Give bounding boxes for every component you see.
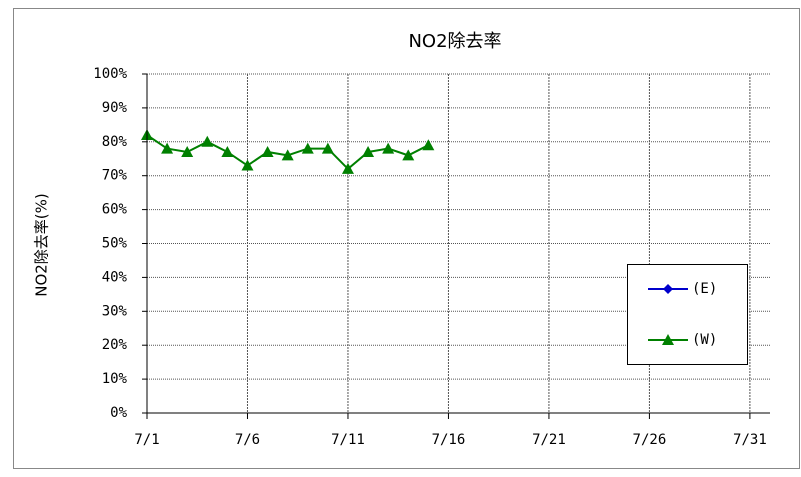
marker — [221, 145, 234, 157]
x-tick-label: 7/16 — [432, 432, 466, 448]
marker — [422, 139, 435, 151]
marker — [341, 162, 354, 174]
y-tick-label: 100% — [93, 66, 127, 82]
y-tick-label: 50% — [102, 236, 128, 252]
y-tick-label: 30% — [102, 303, 128, 319]
y-tick-label: 0% — [110, 405, 127, 421]
legend-label: (W) — [692, 332, 717, 348]
x-tick-label: 7/6 — [235, 432, 260, 448]
marker — [201, 135, 214, 147]
marker — [301, 142, 314, 154]
marker — [161, 142, 174, 154]
marker — [241, 159, 254, 171]
x-tick-label: 7/1 — [134, 432, 159, 448]
y-tick-label: 70% — [102, 168, 128, 184]
x-tick-label: 7/31 — [733, 432, 767, 448]
y-tick-label: 10% — [102, 371, 128, 387]
legend-box — [627, 264, 748, 365]
plot — [141, 129, 435, 174]
chart-frame — [13, 8, 800, 469]
marker — [382, 142, 395, 154]
y-tick-label: 40% — [102, 269, 128, 285]
marker — [261, 145, 274, 157]
y-tick-label: 80% — [102, 134, 128, 150]
marker — [662, 334, 674, 345]
x-tick-label: 7/11 — [331, 432, 365, 448]
marker — [181, 145, 194, 157]
y-tick-label: 20% — [102, 337, 128, 353]
y-tick-label: 90% — [102, 100, 128, 116]
legend-label: (E) — [692, 281, 717, 297]
y-tick-label: 60% — [102, 202, 128, 218]
x-tick-label: 7/26 — [633, 432, 667, 448]
marker — [281, 149, 294, 161]
y-axis-label: NO2除去率(%) — [33, 193, 51, 297]
marker — [321, 142, 334, 154]
marker — [362, 145, 375, 157]
chart-title: NO2除去率 — [408, 31, 501, 52]
marker — [663, 284, 673, 294]
x-tick-label: 7/21 — [532, 432, 566, 448]
marker — [402, 149, 415, 161]
